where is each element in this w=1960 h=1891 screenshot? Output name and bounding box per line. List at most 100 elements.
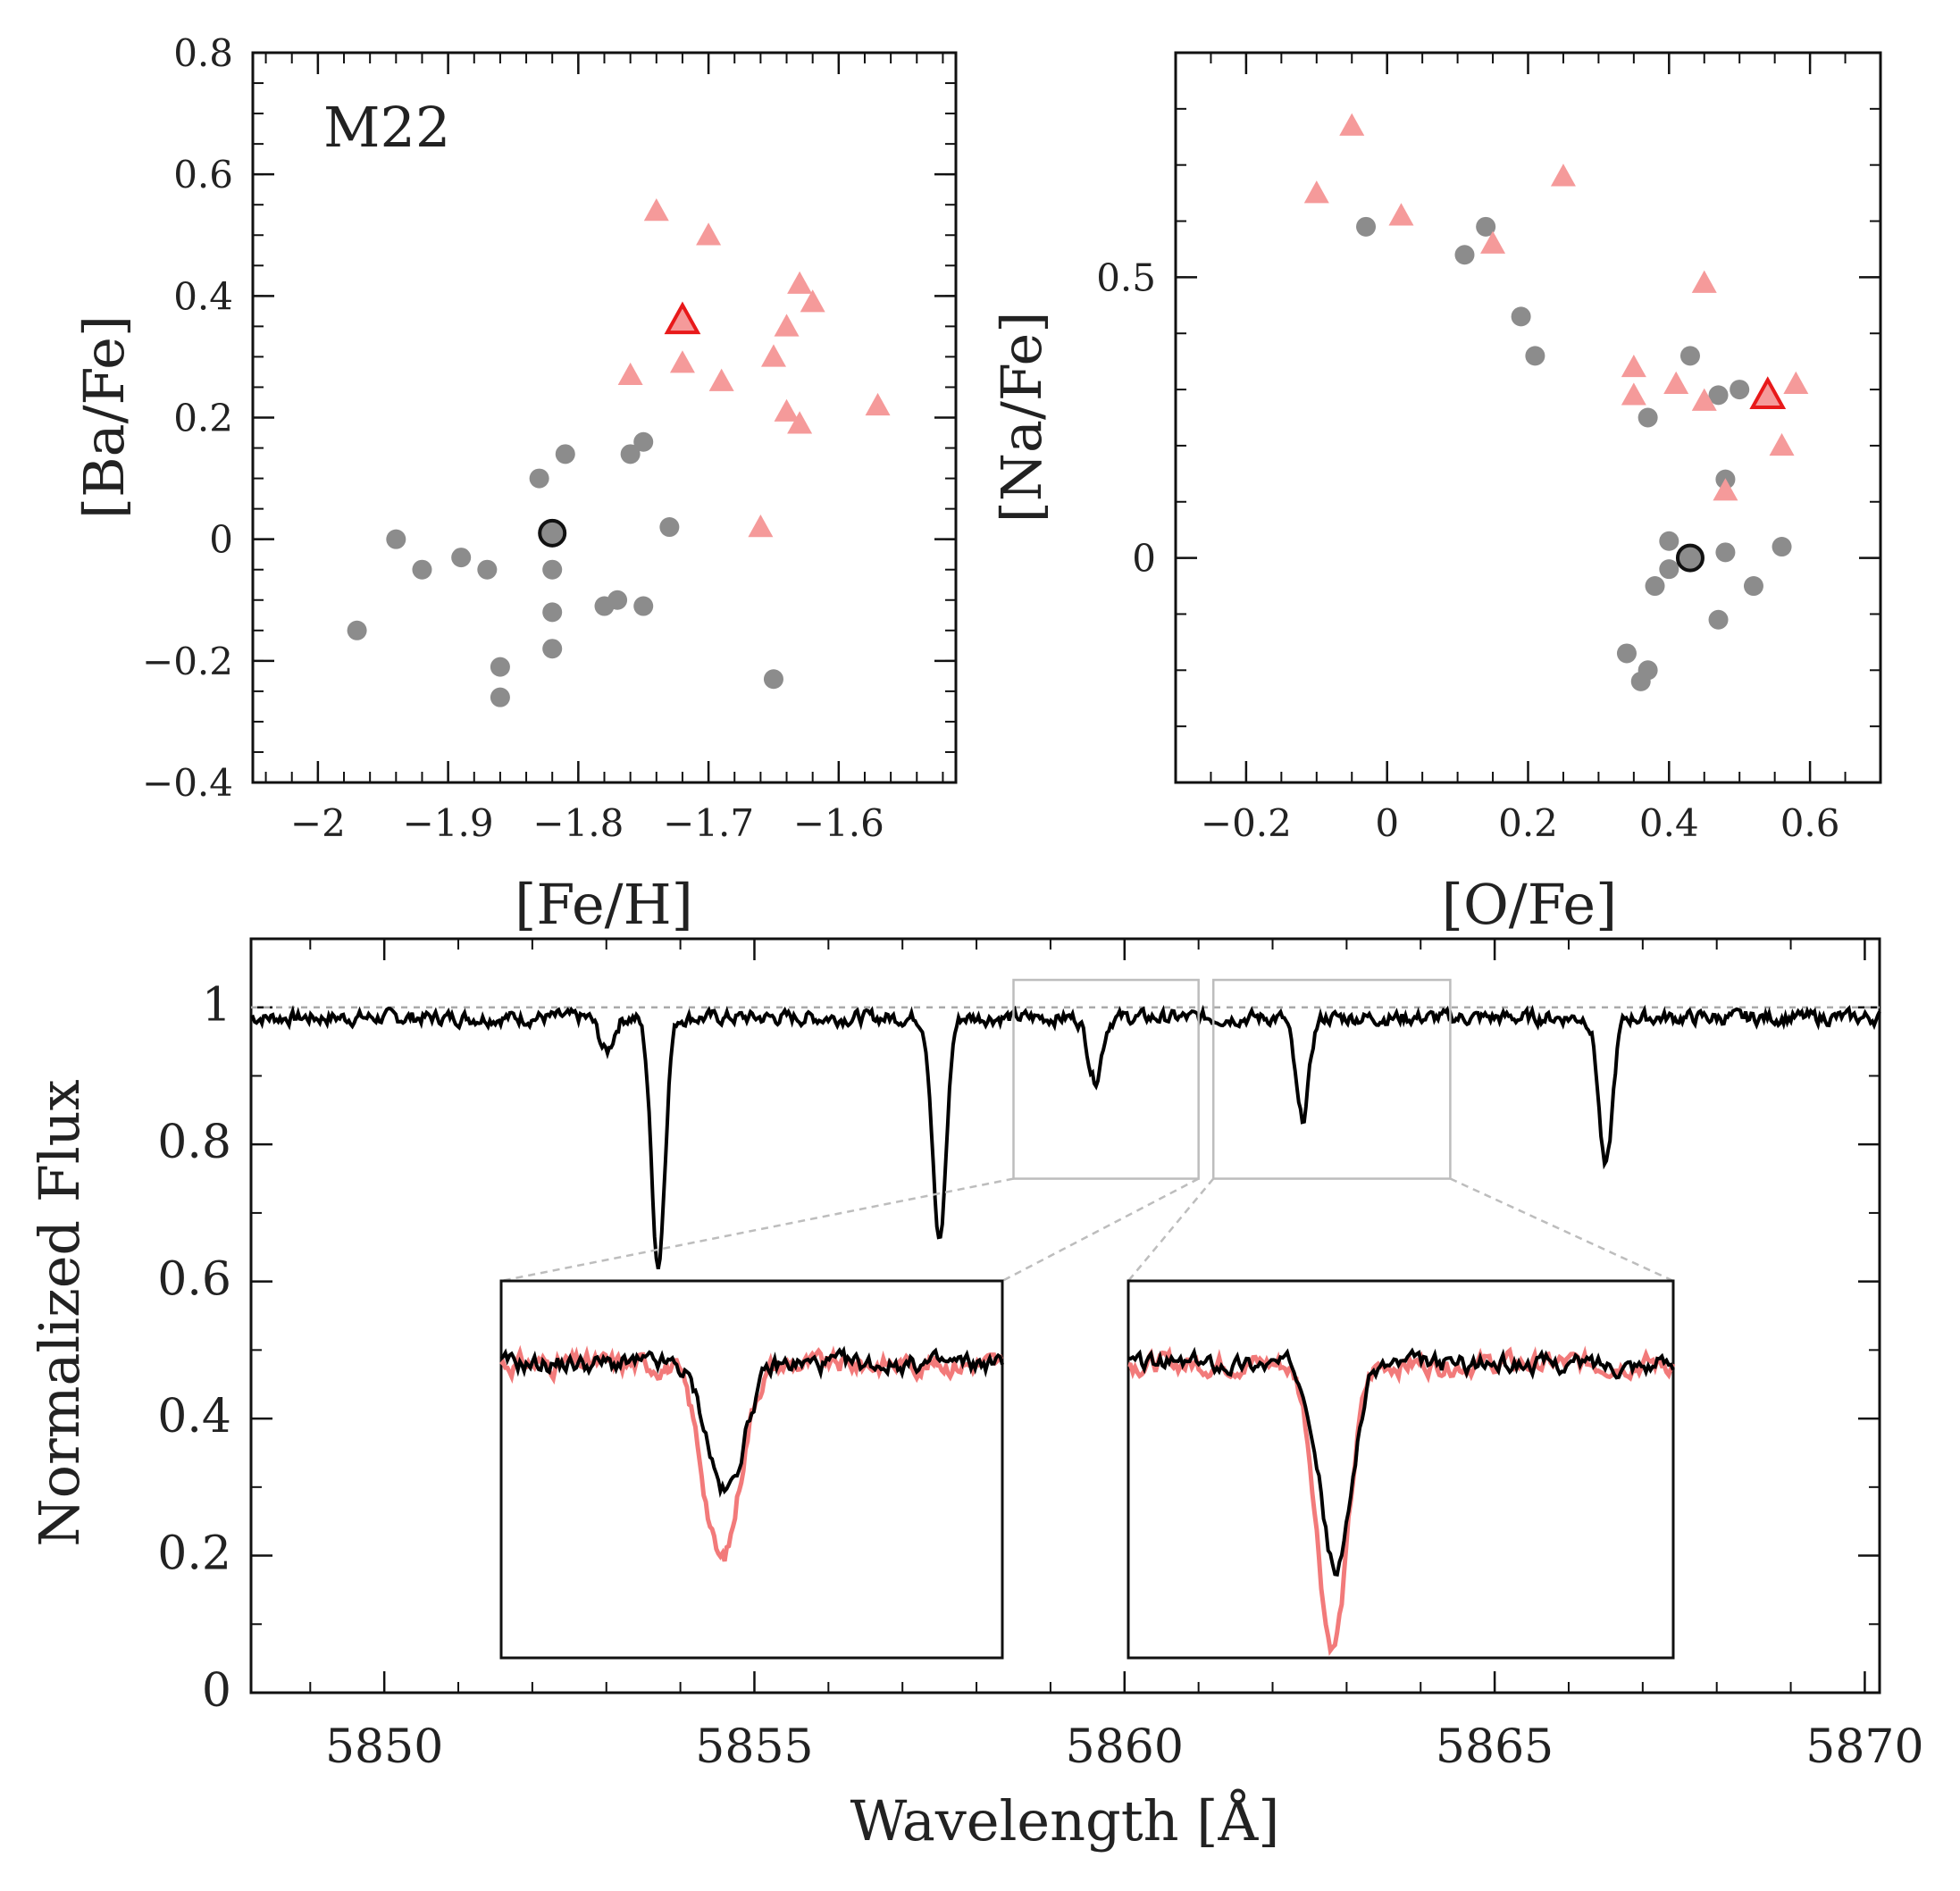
inset-right-frame xyxy=(1127,1279,1675,1660)
ba-fe-grey-point xyxy=(386,529,406,549)
na-o-xtick-label: 0.4 xyxy=(1639,801,1699,845)
inset-right xyxy=(1127,1177,1676,1660)
na-o-highlight-triangle xyxy=(1749,376,1787,409)
inset-left-black-spectrum xyxy=(499,1345,1004,1499)
na-o-grey-point xyxy=(1730,380,1750,400)
inset-left xyxy=(499,1177,1200,1660)
spectrum-ytick-label: 0.2 xyxy=(157,1527,231,1581)
spectrum-xtick-label: 5850 xyxy=(325,1720,443,1774)
ba-fe-red-point xyxy=(760,344,786,367)
na-o-frame xyxy=(1174,51,1882,784)
na-o-xtick-label: 0.6 xyxy=(1780,801,1840,845)
ba-fe-ytick-label: 0.4 xyxy=(173,274,233,318)
na-o-grey-point xyxy=(1743,576,1763,597)
na-o-red-point xyxy=(1769,432,1795,456)
spectrum-plot xyxy=(250,978,1881,1269)
ba-fe-highlight-circle xyxy=(538,518,567,548)
zoom-insets xyxy=(499,1177,1676,1660)
ba-fe-red-point xyxy=(708,368,734,391)
ba-fe-grey-point xyxy=(763,669,783,690)
spectrum-ytick-label: 1 xyxy=(202,979,231,1033)
ba-fe-grey-point xyxy=(659,517,680,538)
ba-fe-red-point xyxy=(800,289,825,313)
na-o-red-point xyxy=(1713,478,1738,501)
inset-right-connector-left xyxy=(1127,1177,1215,1282)
zoom-window-2 xyxy=(1211,978,1452,1180)
ba-fe-ytick-label: 0.2 xyxy=(173,397,233,440)
inset-right-black-spectrum xyxy=(1127,1346,1675,1577)
na-o-grey-point xyxy=(1708,609,1729,630)
na-o-ytick-label: 0.5 xyxy=(1096,255,1156,299)
ba-fe-grey-point xyxy=(451,548,472,568)
na-o-grey-point xyxy=(1772,537,1792,557)
na-o-grey-point xyxy=(1511,306,1531,327)
inset-right-connector-right xyxy=(1449,1177,1674,1283)
na-o-grey-point xyxy=(1476,216,1496,237)
ba-fe-red-point xyxy=(787,411,813,434)
na-o-grey-point xyxy=(1356,216,1377,237)
spectrum-ytick-label: 0.4 xyxy=(157,1390,231,1443)
ba-fe-red-point xyxy=(865,392,891,416)
ba-fe-red-point xyxy=(696,222,722,246)
ba-fe-grey-point xyxy=(542,559,563,580)
ba-fe-red-point xyxy=(748,515,774,538)
panel-label-m22: M22 xyxy=(323,95,450,160)
na-o-red-point xyxy=(1663,371,1689,394)
ba-fe-ytick-label: −0.4 xyxy=(142,761,233,805)
ba-fe-ytick-label: 0.8 xyxy=(173,31,233,75)
spectrum-ytick-label: 0 xyxy=(202,1664,231,1718)
spectrum-xtick-label: 5865 xyxy=(1436,1720,1554,1774)
ba-fe-ytick-label: −0.2 xyxy=(142,640,233,683)
na-o-grey-point xyxy=(1638,407,1658,428)
ba-fe-xtick-label: −1.7 xyxy=(663,801,754,845)
ba-fe-red-point xyxy=(774,314,800,337)
ba-fe-grey-point xyxy=(529,468,549,489)
spectrum-line xyxy=(250,1004,1881,1269)
na-o-grey-point xyxy=(1525,346,1545,366)
ba-fe-grey-point xyxy=(633,596,654,616)
spectrum-ytick-label: 0.6 xyxy=(157,1253,231,1307)
spectrum-panel: 5850 5855 5860 5865 5870 0 0.2 0.4 0.6 0.8 1 Wavel… xyxy=(27,937,1924,1853)
na-o-red-point xyxy=(1621,382,1646,406)
na-o-red-point xyxy=(1691,388,1717,411)
ba-fe-ytick-label: 0.6 xyxy=(173,153,233,197)
ba-fe-grey-point xyxy=(607,590,628,610)
na-o-grey-point xyxy=(1616,643,1637,664)
spectrum-ylabel: Normalized Flux xyxy=(27,1079,92,1546)
na-o-xlabel: [O/Fe] xyxy=(1442,872,1617,937)
na-o-grey-point xyxy=(1679,346,1700,366)
na-o-grey-point xyxy=(1715,542,1736,563)
na-o-xtick-label: 0.2 xyxy=(1498,801,1558,845)
na-o-highlight-circle xyxy=(1675,543,1705,573)
spectrum-ytick-label: 0.8 xyxy=(157,1116,231,1169)
na-o-points xyxy=(1303,113,1809,691)
na-o-xtick-label: 0 xyxy=(1375,801,1399,845)
na-o-grey-point xyxy=(1630,671,1651,691)
ba-fe-points xyxy=(347,198,891,707)
ba-fe-grey-point xyxy=(490,657,510,677)
ba-fe-grey-point xyxy=(542,602,563,623)
ba-fe-xtick-label: −1.9 xyxy=(403,801,494,845)
na-o-red-point xyxy=(1480,230,1506,254)
ba-fe-grey-point xyxy=(412,559,432,580)
inset-left-connector-right xyxy=(1001,1177,1200,1283)
ba-fe-xtick-label: −2 xyxy=(290,801,346,845)
inset-left-red-spectrum xyxy=(499,1344,1003,1562)
na-o-grey-point xyxy=(1659,559,1679,580)
ba-fe-grey-point xyxy=(477,559,498,580)
ba-fe-ticks: −2 −1.9 −1.8 −1.7 −1.6 −0.4 −0.2 0 0.2 0.4 0.6 0.8 xyxy=(142,31,956,845)
na-o-red-point xyxy=(1691,270,1717,293)
ba-fe-ylabel: [Ba/Fe] xyxy=(71,315,137,519)
na-o-red-point xyxy=(1783,371,1809,394)
ba-fe-grey-point xyxy=(555,444,575,464)
spectrum-xtick-label: 5855 xyxy=(695,1720,813,1774)
na-o-red-point xyxy=(1303,180,1329,204)
ba-fe-grey-point xyxy=(633,431,654,452)
na-o-ticks: −0.2 0 0.2 0.4 0.6 0 0.5 xyxy=(1096,53,1880,845)
na-o-ylabel: [Na/Fe] xyxy=(989,312,1054,523)
spectrum-xlabel: Wavelength [Å] xyxy=(850,1788,1280,1853)
ba-fe-red-point xyxy=(774,398,800,422)
na-o-grey-point xyxy=(1454,245,1475,265)
na-o-panel: −0.2 0 0.2 0.4 0.6 0 0.5 [O/Fe] [Na/Fe] xyxy=(989,51,1882,937)
na-o-ytick-label: 0 xyxy=(1132,537,1156,581)
